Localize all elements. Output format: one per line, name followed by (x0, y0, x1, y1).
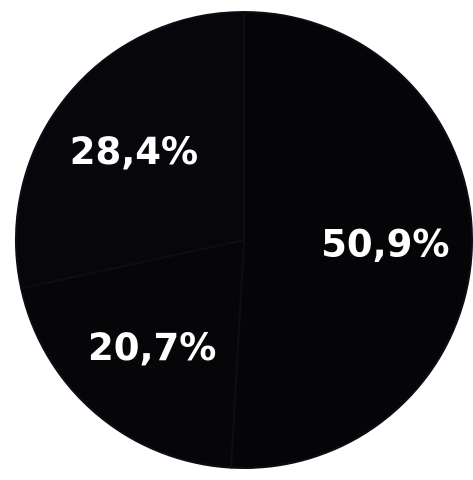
pie-slice (230, 10, 473, 469)
pie-slice (15, 10, 245, 290)
pie-slice (19, 238, 246, 469)
slice-data-label: 20,7% (88, 326, 216, 369)
pie-slices (15, 10, 473, 469)
slice-data-label: 50,9% (321, 222, 449, 265)
slice-data-label: 28,4% (70, 130, 198, 173)
pie-labels: 50,9% 20,7% 28,4% (70, 130, 450, 369)
